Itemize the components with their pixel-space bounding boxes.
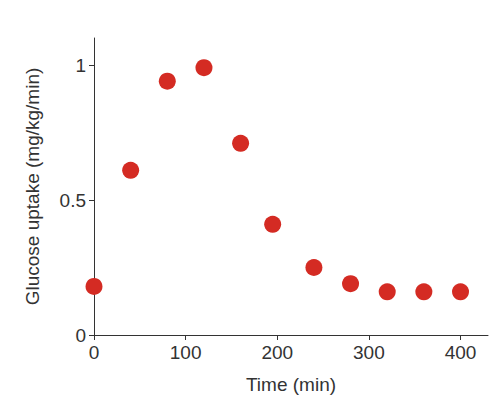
svg-text:400: 400 bbox=[445, 342, 477, 363]
svg-text:300: 300 bbox=[353, 342, 385, 363]
svg-text:Time (min): Time (min) bbox=[246, 374, 336, 395]
svg-text:1: 1 bbox=[75, 55, 86, 76]
svg-text:0.5: 0.5 bbox=[60, 190, 86, 211]
svg-text:200: 200 bbox=[261, 342, 293, 363]
svg-text:0: 0 bbox=[89, 342, 100, 363]
svg-text:Glucose uptake (mg/kg/min): Glucose uptake (mg/kg/min) bbox=[22, 68, 43, 306]
svg-text:100: 100 bbox=[170, 342, 202, 363]
svg-text:0: 0 bbox=[75, 325, 86, 346]
